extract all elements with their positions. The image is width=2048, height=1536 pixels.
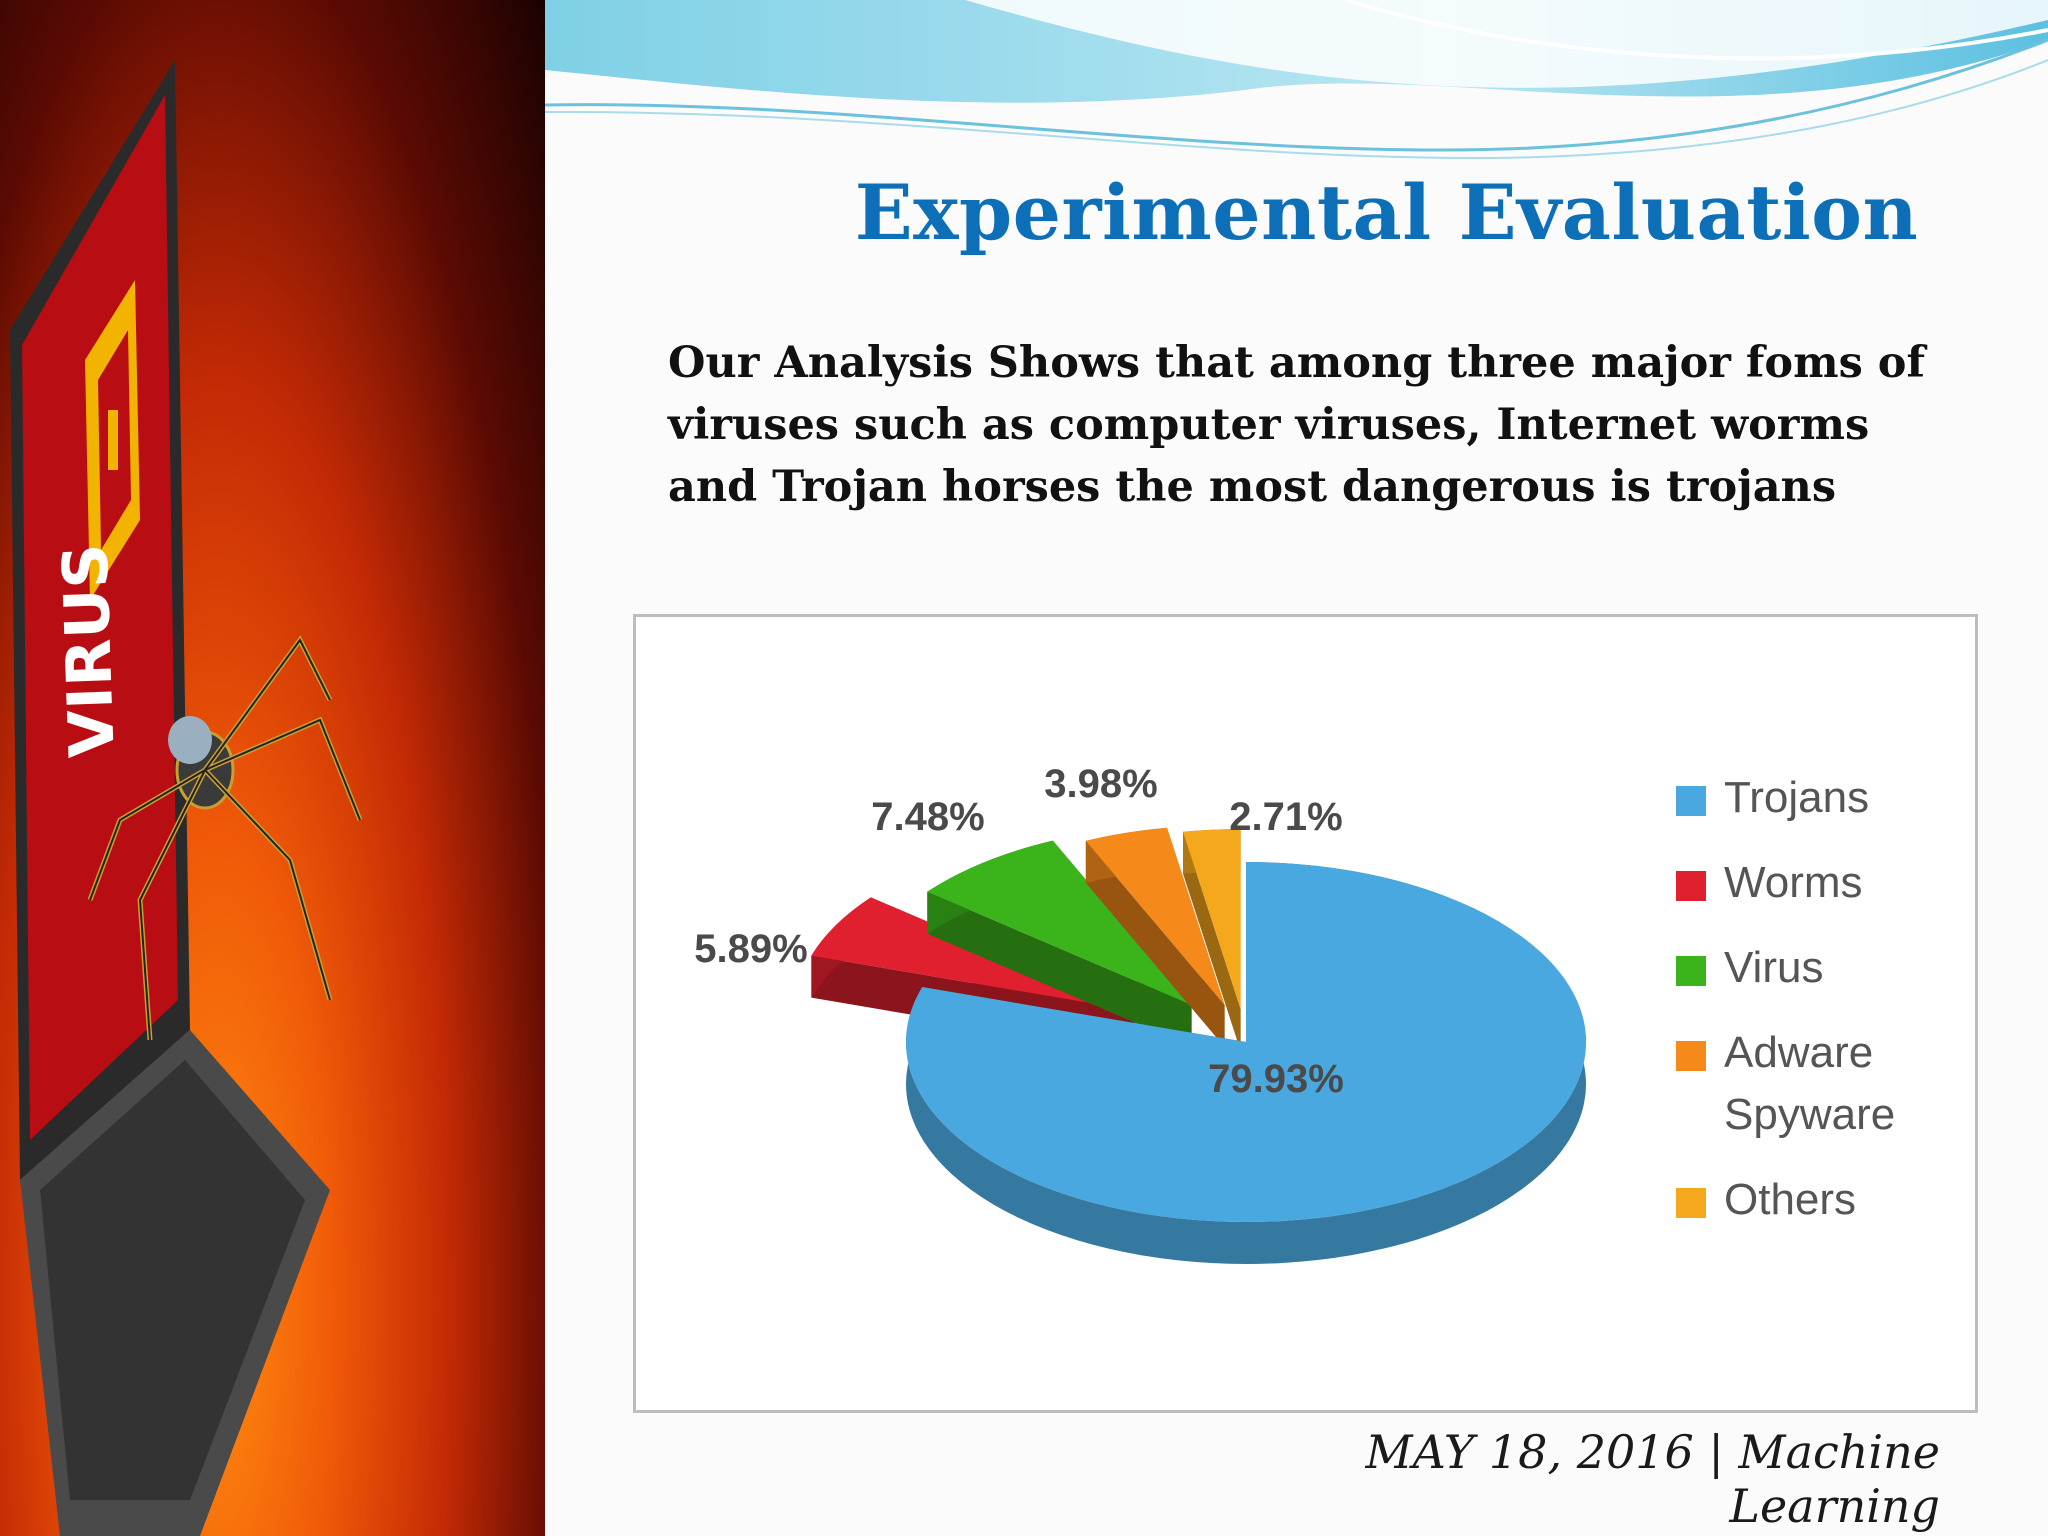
legend-label: Worms (1724, 858, 1863, 907)
pie-data-label: 79.93% (1208, 1057, 1344, 1101)
pie-data-label: 5.89% (694, 927, 807, 971)
pie-chart-frame: 79.93% 5.89% 7.48% 3.98% 2.71% Trojans Worms Vi… (633, 614, 1978, 1413)
legend-swatch (1676, 1188, 1706, 1218)
slide-title: Experimental Evaluation (854, 168, 1919, 257)
footer-date: MAY 18, 2016 (1365, 1425, 1694, 1479)
body-line: Our Analysis Shows that among three majo… (668, 338, 1925, 388)
legend-swatch (1676, 871, 1706, 901)
legend-entry: Worms (1676, 858, 1863, 907)
legend-label: Spyware (1724, 1090, 1895, 1139)
pie-data-label: 3.98% (1044, 762, 1157, 806)
legend-entry: Trojans (1676, 773, 1869, 822)
pie-slice-trojans (906, 862, 1587, 1264)
legend-entry: Others (1676, 1175, 1856, 1224)
legend-entry: Adware Spyware (1676, 1028, 1895, 1139)
pie-slice-others (1183, 829, 1241, 1052)
legend-label: Adware (1724, 1028, 1873, 1077)
legend-swatch (1676, 1041, 1706, 1071)
slide-footer: MAY 18, 2016 | Machine Learning (1150, 1425, 1940, 1533)
virus-lettering: VIRUS (48, 543, 128, 759)
pie-data-label: 7.48% (871, 795, 984, 839)
wave-header-decoration (545, 0, 2048, 160)
slide-body-text: Our Analysis Shows that among three majo… (668, 332, 1968, 518)
legend-label: Trojans (1724, 773, 1869, 822)
virus-laptop-image: VIRUS (0, 0, 545, 1536)
legend-label: Others (1724, 1175, 1856, 1224)
legend-entry: Virus (1676, 943, 1823, 992)
legend-swatch (1676, 956, 1706, 986)
pie-chart: 79.93% 5.89% 7.48% 3.98% 2.71% Trojans Worms Vi… (694, 762, 1895, 1264)
pie-data-label: 2.71% (1229, 795, 1342, 839)
footer-separator: | (1708, 1425, 1724, 1479)
body-line: viruses such as computer viruses, Intern… (668, 400, 1870, 450)
pie-slice-virus (927, 840, 1192, 1047)
legend-swatch (1676, 786, 1706, 816)
footer-topic: Machine Learning (1729, 1425, 1940, 1533)
body-line: and Trojan horses the most dangerous is … (668, 462, 1837, 512)
legend-label: Virus (1724, 943, 1823, 992)
pie-slice-adware-spyware (1085, 827, 1225, 1048)
